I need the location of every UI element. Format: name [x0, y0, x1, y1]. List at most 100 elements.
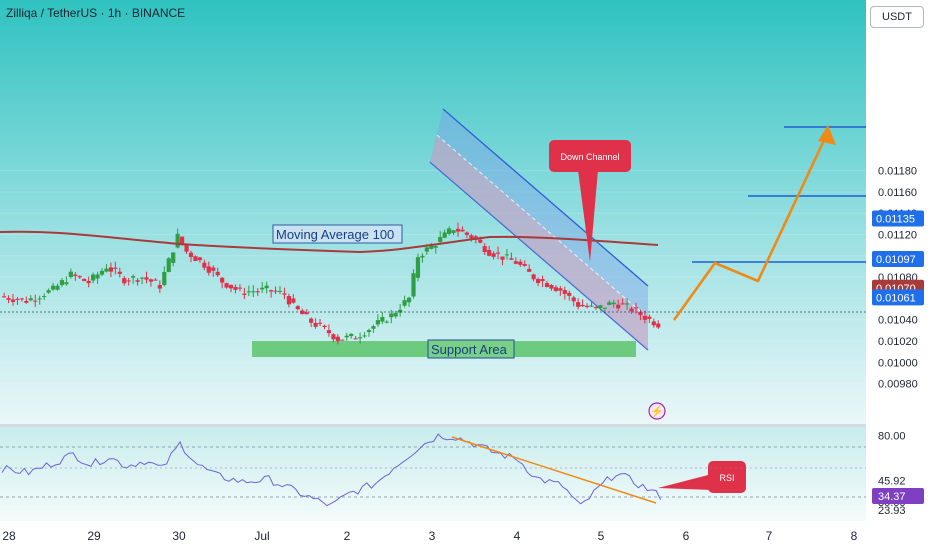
candle-body	[540, 279, 545, 282]
down-channel-upper	[442, 108, 649, 287]
price-tick-label: 0.01120	[878, 230, 917, 242]
candle-body	[135, 280, 140, 282]
candle-body	[656, 323, 661, 328]
candle-body	[593, 307, 599, 309]
candle-body	[580, 304, 585, 307]
candle-body	[86, 280, 91, 284]
price-tick-label: 0.01020	[878, 336, 918, 348]
candle-body	[504, 254, 510, 256]
candle-body	[438, 237, 443, 242]
candle-body	[6, 298, 11, 300]
candle-body	[260, 287, 265, 290]
grid-lines	[0, 170, 866, 385]
candle-body	[33, 300, 38, 302]
time-tick-label: Jul	[254, 529, 269, 543]
currency-selector[interactable]: USDT	[870, 6, 924, 28]
rsi-label-text: RSI	[719, 473, 734, 483]
candle-body	[451, 230, 456, 233]
candle-body	[602, 307, 607, 309]
moving-average-line	[0, 230, 659, 254]
candle-body	[571, 297, 576, 302]
candle-body	[237, 287, 243, 289]
candle-body	[549, 285, 554, 289]
candle-body	[228, 284, 234, 289]
candle-body	[19, 298, 24, 300]
rsi-tick-label: 45.92	[878, 476, 906, 488]
time-tick-label: 30	[172, 529, 186, 543]
candle-body	[255, 291, 260, 293]
candle-body	[340, 339, 345, 341]
moving-average-label[interactable]: Moving Average 100	[272, 224, 403, 244]
time-tick-label: 3	[429, 529, 436, 543]
support-area-label[interactable]: Support Area	[427, 339, 515, 359]
candle-body	[433, 246, 438, 248]
candle-body	[553, 287, 558, 292]
chart-title[interactable]: Zilliqa / TetherUS · 1h · BINANCE	[6, 6, 186, 20]
candle-body	[188, 252, 194, 258]
price-tick-label: 0.01040	[878, 315, 918, 327]
candle-body	[264, 285, 269, 289]
candle-body	[527, 268, 532, 272]
price-pane[interactable]	[0, 0, 866, 424]
candle-body	[46, 290, 51, 293]
price-badge-label: 0.01097	[876, 254, 916, 266]
rsi-line	[1, 433, 662, 507]
candle-body	[113, 267, 118, 269]
candle-body	[153, 279, 158, 281]
candle-body	[558, 288, 563, 291]
candle-body	[384, 321, 389, 323]
candle-body	[642, 315, 647, 320]
candle-body	[344, 335, 349, 338]
candle-body	[478, 239, 483, 243]
candle-body	[375, 320, 380, 325]
candle-body	[224, 283, 229, 288]
candles	[2, 222, 661, 345]
candle-body	[562, 290, 567, 294]
candle-body	[295, 306, 300, 310]
candle-body	[576, 302, 581, 307]
alert-icon[interactable]: ⚡	[648, 402, 666, 420]
rsi-callout[interactable]: RSI	[658, 461, 746, 493]
price-badge	[872, 250, 924, 267]
down-channel-callout[interactable]: Down Channel	[549, 140, 631, 262]
time-axis-ticks: 28 29 30 Jul 2 3 4 5 6 7 8	[2, 529, 857, 543]
time-axis[interactable]	[0, 521, 932, 550]
candle-body	[291, 298, 296, 303]
candle-body	[482, 246, 487, 253]
candle-body	[638, 312, 643, 316]
candle-body	[598, 305, 603, 308]
down-channel-inner	[430, 135, 648, 350]
candle-body	[273, 290, 278, 292]
candle-body	[42, 296, 47, 298]
rsi-tick-label: 23.93	[878, 505, 906, 517]
candle-body	[233, 286, 238, 290]
rsi-tick-label: 80.00	[878, 431, 906, 443]
time-tick-label: 5	[598, 529, 605, 543]
candle-body	[122, 278, 127, 284]
candle-body	[55, 285, 60, 290]
candle-body	[309, 318, 314, 323]
price-badge	[872, 289, 924, 306]
price-tick-label: 0.00980	[878, 379, 918, 391]
candle-body	[611, 302, 616, 305]
candle-body	[500, 256, 505, 260]
candle-body	[464, 232, 469, 235]
candle-body	[166, 258, 171, 272]
candle-body	[415, 257, 421, 278]
support-area-label-text: Support Area	[431, 342, 508, 357]
candle-body	[162, 272, 167, 285]
candle-body	[620, 303, 625, 305]
svg-text:⚡: ⚡	[650, 405, 664, 418]
projection-arrowhead	[818, 125, 836, 145]
candle-body	[531, 274, 536, 280]
candle-body	[629, 308, 634, 312]
candle-body	[607, 302, 612, 305]
candle-body	[104, 268, 109, 272]
pane-divider[interactable]	[0, 424, 866, 427]
candle-body	[2, 296, 7, 298]
time-tick-label: 28	[2, 529, 16, 543]
